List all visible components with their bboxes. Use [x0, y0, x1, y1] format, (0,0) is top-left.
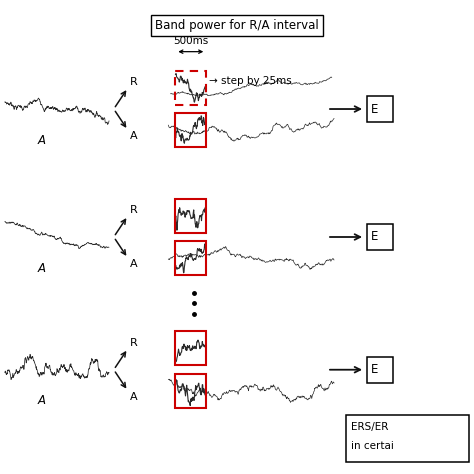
Text: R: R — [130, 205, 138, 215]
Text: Band power for R/A interval: Band power for R/A interval — [155, 19, 319, 32]
Bar — [175, 331, 206, 365]
Bar — [175, 199, 206, 233]
Text: A: A — [130, 259, 138, 269]
Bar — [175, 113, 206, 147]
Text: A: A — [130, 392, 138, 402]
Text: A: A — [37, 262, 45, 274]
Bar — [367, 96, 393, 122]
Text: E: E — [371, 102, 379, 116]
Bar — [367, 224, 393, 250]
Text: A: A — [37, 134, 45, 146]
Bar — [346, 415, 469, 462]
Text: A: A — [37, 394, 45, 407]
Text: A: A — [130, 131, 138, 141]
Text: ERS/ER: ERS/ER — [351, 422, 388, 432]
Bar — [175, 374, 206, 408]
Text: → step by 25ms: → step by 25ms — [209, 75, 292, 86]
Text: 500ms: 500ms — [173, 36, 209, 46]
Bar — [367, 357, 393, 383]
Text: E: E — [371, 230, 379, 244]
Text: in certai: in certai — [351, 441, 393, 451]
Text: R: R — [130, 337, 138, 348]
Bar — [175, 71, 206, 105]
Text: R: R — [130, 77, 138, 87]
Bar — [175, 241, 206, 275]
Text: E: E — [371, 363, 379, 376]
